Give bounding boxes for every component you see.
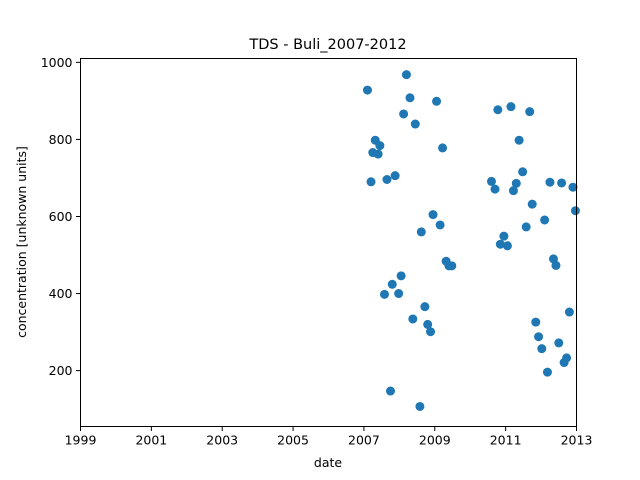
y-tick-label: 200: [49, 363, 73, 378]
data-point: [511, 178, 521, 188]
data-point: [534, 332, 544, 342]
data-point: [518, 167, 528, 177]
x-tick-label: 1999: [65, 433, 97, 448]
data-point: [428, 210, 438, 220]
data-point: [373, 149, 383, 159]
data-point: [420, 302, 430, 312]
data-point: [399, 109, 409, 119]
x-tick-label: 2001: [135, 433, 167, 448]
data-point: [514, 135, 524, 145]
x-tick-label: 2013: [561, 433, 593, 448]
data-point: [426, 327, 436, 337]
data-point: [551, 260, 561, 270]
x-axis-label: date: [314, 455, 342, 470]
data-point: [562, 353, 572, 363]
data-point: [490, 184, 500, 194]
y-axis-ticks: 200 400 600 800 1000: [41, 55, 81, 378]
data-point: [564, 307, 574, 317]
data-point: [554, 338, 564, 348]
data-point: [545, 177, 555, 187]
data-point: [405, 93, 415, 103]
data-point: [387, 279, 397, 289]
data-point: [362, 85, 372, 95]
plot-area-frame: [80, 58, 577, 427]
data-point: [508, 186, 518, 196]
y-tick-label: 1000: [41, 55, 73, 70]
data-point: [540, 215, 550, 225]
x-tick-label: 2005: [277, 433, 309, 448]
data-point: [438, 143, 448, 153]
data-point: [423, 319, 433, 329]
data-point: [506, 102, 516, 112]
data-point: [502, 241, 512, 251]
data-point: [521, 222, 531, 232]
data-point: [570, 206, 580, 216]
x-tick-label: 2003: [206, 433, 238, 448]
x-axis-ticks: 1999 2001 2003 2005 2007 2009 2011 2013: [65, 426, 593, 448]
data-point: [401, 70, 411, 80]
data-point: [557, 178, 567, 188]
data-point: [394, 289, 404, 299]
data-point: [379, 289, 389, 299]
data-point: [542, 367, 552, 377]
y-tick-label: 800: [49, 132, 73, 147]
data-point: [415, 401, 425, 411]
y-tick-label: 600: [49, 209, 73, 224]
data-point: [435, 220, 445, 230]
data-point: [493, 105, 503, 115]
x-tick-label: 2009: [419, 433, 451, 448]
data-point: [410, 119, 420, 129]
data-point: [495, 239, 505, 249]
data-point: [486, 176, 496, 186]
y-tick-label: 400: [49, 286, 73, 301]
data-point: [447, 261, 457, 271]
y-axis-label: concentration [unknown units]: [14, 146, 29, 338]
data-point: [525, 107, 535, 117]
points-layer: [362, 70, 580, 411]
x-tick-label: 2007: [348, 433, 380, 448]
data-point: [432, 96, 442, 106]
data-point: [382, 174, 392, 184]
data-point: [416, 227, 426, 237]
data-point: [568, 182, 578, 192]
data-point: [396, 271, 406, 281]
data-point: [531, 317, 541, 327]
data-point: [537, 344, 547, 354]
data-point: [375, 141, 385, 151]
x-tick-label: 2011: [490, 433, 522, 448]
data-point: [527, 199, 537, 209]
data-point: [390, 171, 400, 181]
data-point: [408, 314, 418, 324]
data-point: [499, 231, 509, 241]
chart-title: TDS - Buli_2007-2012: [248, 37, 406, 53]
data-point: [366, 177, 376, 187]
data-point: [386, 386, 395, 396]
